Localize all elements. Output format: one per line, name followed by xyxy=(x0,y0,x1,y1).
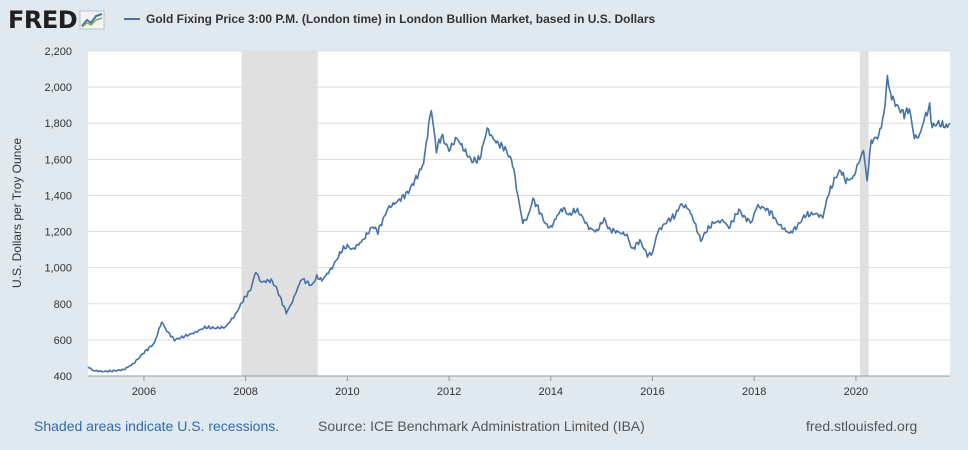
series-layer xyxy=(87,74,951,373)
y-tick-label: 1,400 xyxy=(44,190,72,202)
y-tick-label: 400 xyxy=(54,371,72,383)
y-tick-label: 1,600 xyxy=(44,154,72,166)
fred-url-link[interactable]: fred.stlouisfed.org xyxy=(806,418,918,434)
y-tick-label: 2,200 xyxy=(44,46,72,58)
fred-logo[interactable]: FRED xyxy=(8,6,105,34)
y-tick-label: 1,000 xyxy=(44,263,72,275)
x-tick-label: 2010 xyxy=(335,386,359,398)
x-tick-label: 2012 xyxy=(437,386,461,398)
series-line-gold-price xyxy=(87,74,951,373)
x-tick-label: 2014 xyxy=(539,386,563,398)
logo-text: FRED xyxy=(8,6,78,34)
chart-header: FRED Gold Fixing Price 3:00 P.M. (London… xyxy=(0,0,968,40)
recession-shading xyxy=(241,51,869,376)
y-tick-label: 1,200 xyxy=(44,227,72,239)
y-tick-label: 800 xyxy=(54,299,72,311)
x-tick-label: 2016 xyxy=(640,386,664,398)
chart-line-icon xyxy=(79,10,105,30)
recession-band-1 xyxy=(859,51,869,376)
x-tick-label: 2008 xyxy=(233,386,257,398)
chart-legend: Gold Fixing Price 3:00 P.M. (London time… xyxy=(124,12,655,26)
legend-label: Gold Fixing Price 3:00 P.M. (London time… xyxy=(146,12,656,26)
x-tick-label: 2018 xyxy=(742,386,766,398)
legend-swatch xyxy=(124,18,140,20)
y-tick-label: 2,000 xyxy=(44,82,72,94)
y-tick-label: 600 xyxy=(54,335,72,347)
source-note: Source: ICE Benchmark Administration Lim… xyxy=(318,418,645,434)
x-axis-ticks: 2006 2008 2010 2012 2014 2016 2018 2020 xyxy=(88,375,950,398)
recession-band-0 xyxy=(241,51,318,376)
x-tick-label: 2020 xyxy=(844,386,868,398)
x-tick-label: 2006 xyxy=(132,386,156,398)
y-tick-label: 1,800 xyxy=(44,118,72,130)
chart-area[interactable]: 400 600 800 1,000 1,200 1,400 1,600 1,800 2,000 2… xyxy=(0,0,968,410)
y-axis-ticks: 400 600 800 1,000 1,200 1,400 1,600 1,800 2,000 2… xyxy=(44,46,72,383)
recession-note: Shaded areas indicate U.S. recessions. xyxy=(34,418,280,434)
chart-footer: Shaded areas indicate U.S. recessions. S… xyxy=(0,418,968,438)
